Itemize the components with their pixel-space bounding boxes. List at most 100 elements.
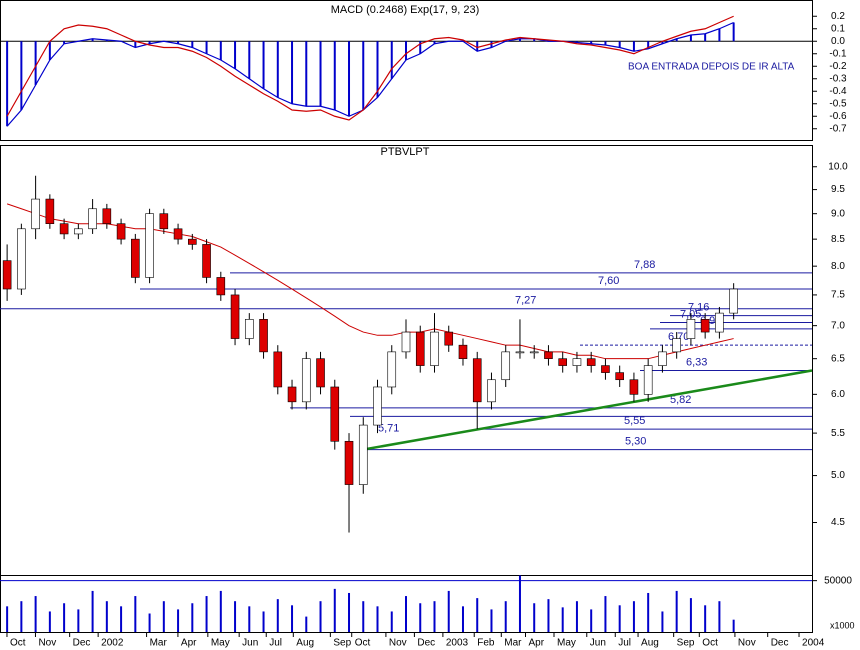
x-tick-label: Jun (590, 638, 606, 649)
candle-body (102, 208, 112, 224)
candle-body (301, 358, 311, 403)
candle-body (615, 372, 624, 381)
y-tick-label: 8.0 (831, 261, 845, 272)
candle-body (458, 344, 468, 359)
x-tick-label: Mar (504, 638, 522, 649)
candle-body (444, 331, 454, 346)
level-label: 5,30 (625, 436, 646, 448)
candle-body (658, 351, 667, 366)
candle-body (216, 277, 226, 296)
y-tick-label: -0.6 (829, 111, 847, 122)
moving-average (6, 203, 734, 360)
macd-panel (0, 0, 813, 141)
x-tick-label: Nov (38, 638, 56, 649)
x-tick-label: 2004 (802, 638, 825, 649)
candle-body (373, 386, 382, 426)
candle-body (401, 331, 411, 353)
x-tick-label: Dec (417, 638, 435, 649)
volume-panel (0, 575, 813, 633)
candle-body (45, 198, 55, 224)
y-tick-label: 9.0 (831, 208, 845, 219)
candle-body (159, 213, 169, 230)
candle-body (145, 213, 154, 278)
candle-body (686, 319, 696, 339)
level-label: 5,82 (670, 394, 691, 406)
candle-body (259, 319, 268, 353)
y-tick-label: 5.0 (831, 470, 845, 481)
candle-body (415, 331, 425, 366)
macd-line (6, 15, 734, 121)
candle-body (173, 228, 183, 240)
candle-body (472, 358, 482, 403)
x-tick-label: Apr (529, 638, 545, 649)
y-tick-label: -0.5 (829, 98, 847, 109)
x-tick-label: Aug (296, 638, 314, 649)
x-tick-label: Oct (702, 638, 718, 649)
x-tick-label: May (557, 638, 576, 649)
y-tick-label: 6.5 (831, 353, 845, 364)
x-tick-label: Nov (389, 638, 407, 649)
y-tick-label: -0.1 (829, 48, 847, 59)
candle-body (273, 351, 283, 388)
candle-body (116, 223, 126, 240)
candle-body (672, 338, 681, 353)
y-tick-label: 6.0 (831, 389, 845, 400)
candle-body (287, 386, 297, 403)
x-tick-label: Sep (677, 638, 695, 649)
candle-body (558, 358, 568, 366)
candle-body (387, 351, 397, 388)
candle-body (244, 319, 254, 339)
candle-body (629, 379, 639, 395)
y-tick-label: 7.0 (831, 320, 845, 331)
x-tick-label: Jul (269, 638, 282, 649)
x-tick-label: 2002 (101, 638, 124, 649)
candle-body (330, 386, 340, 442)
macd-title: MACD (0.2468) Exp(17, 9, 23) (331, 4, 480, 16)
level-label: 5,71 (378, 422, 399, 434)
level-label: 5,55 (624, 415, 645, 427)
y-tick-label: 5.5 (831, 428, 845, 439)
y-tick-label: 10.0 (828, 161, 848, 172)
y-tick-label: -0.7 (829, 123, 847, 134)
annotation: BOA ENTRADA DEPOIS DE IR ALTA (628, 62, 795, 73)
candle-body (700, 319, 710, 333)
y-tick-label: -0.2 (829, 61, 847, 72)
x-tick-label: Dec (73, 638, 91, 649)
x-tick-label: May (211, 638, 230, 649)
candle-body (715, 312, 724, 333)
x-tick-label: Jun (242, 638, 258, 649)
y-tick-label: 0.0 (831, 36, 845, 47)
candle-body (572, 358, 582, 366)
candle-body (501, 351, 511, 381)
candle-body (358, 424, 368, 485)
candle-body (230, 294, 240, 339)
level-label: 7,16 (688, 301, 709, 313)
candle-body (487, 379, 496, 403)
candle-body (586, 358, 596, 366)
y-tick-label: 50000 (824, 575, 852, 586)
x-tick-label: 2003 (446, 638, 469, 649)
candle-body (601, 365, 610, 373)
y-tick-label: 4.5 (831, 517, 845, 528)
y-tick-label: -0.4 (829, 86, 847, 97)
x-tick-label: Nov (738, 638, 756, 649)
macd-line (6, 21, 734, 127)
x-tick-label: Feb (477, 638, 495, 649)
level-label: 7,60 (598, 275, 619, 287)
candle-body (2, 260, 12, 290)
candle-body (188, 238, 197, 245)
x-tick-label: Oct (10, 638, 26, 649)
y-tick-label: -0.3 (829, 73, 847, 84)
y-tick-label: 0.1 (831, 23, 845, 34)
candle-body (544, 351, 553, 359)
candle-body (430, 331, 439, 366)
level-label: 7,27 (515, 295, 536, 307)
candle-body (74, 228, 83, 235)
level-label: 6,33 (686, 356, 707, 368)
trend-line (362, 369, 813, 451)
candle-body (202, 244, 211, 278)
x-tick-label: Jul (618, 638, 631, 649)
y-tick-label: 8.5 (831, 234, 845, 245)
